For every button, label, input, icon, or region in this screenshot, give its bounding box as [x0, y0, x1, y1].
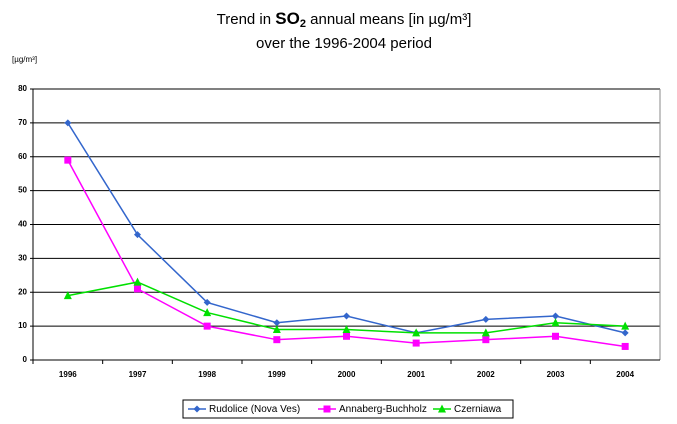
marker [134, 231, 141, 239]
marker [193, 405, 201, 413]
marker [552, 312, 559, 320]
marker [438, 404, 446, 413]
marker [273, 336, 281, 344]
marker [64, 156, 72, 164]
series-line [67, 122, 626, 334]
marker [621, 329, 629, 337]
marker [551, 318, 560, 327]
y-tick-label: 80 [18, 84, 27, 93]
marker [482, 336, 490, 344]
x-tick-label: 1997 [129, 370, 147, 379]
marker [64, 119, 72, 127]
chart-title: Trend in SO2 annual means [in µg/m³] [217, 9, 472, 29]
marker [133, 277, 142, 286]
x-tick-label: 2000 [338, 370, 356, 379]
y-tick-label: 30 [18, 253, 27, 262]
marker [203, 308, 212, 317]
marker [134, 285, 141, 293]
marker [482, 315, 490, 323]
y-tick-label: 70 [18, 118, 27, 127]
marker [621, 321, 630, 330]
x-tick-label: 1996 [59, 370, 77, 379]
y-tick-label: 40 [18, 220, 27, 229]
title-part: Trend in [217, 11, 276, 28]
x-tick-label: 2001 [407, 370, 425, 379]
y-tick-label: 60 [18, 152, 27, 161]
x-tick-label: 2003 [547, 370, 565, 379]
y-tick-label: 50 [18, 186, 27, 195]
marker [273, 319, 281, 327]
marker [552, 332, 559, 340]
legend-label: Rudolice (Nova Ves) [209, 404, 300, 415]
x-tick-label: 2002 [477, 370, 495, 379]
marker [481, 328, 490, 337]
marker [63, 291, 72, 300]
marker [412, 339, 420, 347]
title-formula: SO [275, 9, 300, 28]
x-tick-label: 1999 [268, 370, 286, 379]
x-tick-label: 2004 [616, 370, 634, 379]
legend-label: Annaberg-Buchholz [339, 404, 427, 415]
y-tick-label: 10 [18, 321, 27, 330]
marker [343, 332, 350, 340]
chart-subtitle: over the 1996-2004 period [256, 35, 432, 52]
title-subscript: 2 [300, 18, 306, 30]
y-axis-label: [µg/m³] [12, 55, 37, 64]
marker [203, 298, 211, 306]
y-tick-label: 0 [23, 355, 28, 364]
marker [412, 328, 421, 337]
title-part: annual means [in µg/m³] [306, 11, 471, 28]
marker [621, 342, 629, 350]
legend-box [182, 399, 514, 419]
marker [272, 325, 281, 334]
marker [323, 405, 331, 413]
x-tick-label: 1998 [198, 370, 216, 379]
marker [343, 312, 350, 320]
marker [203, 322, 211, 330]
y-tick-label: 20 [18, 287, 27, 296]
marker [342, 325, 351, 334]
legend-label: Czerniawa [454, 404, 502, 415]
